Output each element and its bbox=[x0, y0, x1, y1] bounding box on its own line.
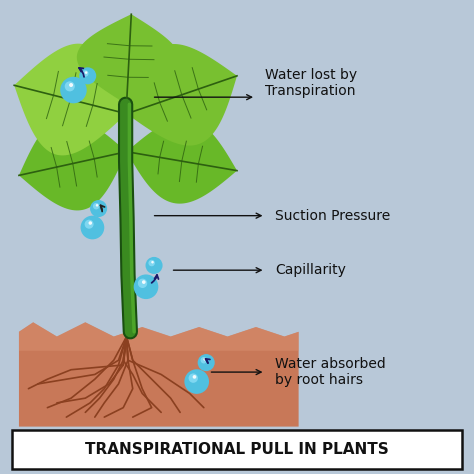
Circle shape bbox=[203, 358, 206, 361]
Circle shape bbox=[84, 220, 93, 229]
Circle shape bbox=[82, 70, 89, 77]
Polygon shape bbox=[14, 44, 127, 155]
Circle shape bbox=[134, 274, 158, 299]
Text: Water lost by
Transpiration: Water lost by Transpiration bbox=[265, 68, 357, 98]
Text: Capillarity: Capillarity bbox=[275, 263, 346, 277]
Circle shape bbox=[201, 357, 207, 364]
Polygon shape bbox=[127, 118, 237, 204]
Circle shape bbox=[81, 216, 104, 239]
Circle shape bbox=[93, 203, 100, 210]
Circle shape bbox=[184, 369, 209, 394]
Circle shape bbox=[89, 221, 92, 225]
Polygon shape bbox=[77, 14, 181, 104]
Circle shape bbox=[192, 375, 196, 379]
Circle shape bbox=[151, 261, 154, 264]
FancyBboxPatch shape bbox=[12, 430, 462, 469]
Text: Water absorbed
by root hairs: Water absorbed by root hairs bbox=[275, 357, 386, 387]
Circle shape bbox=[189, 374, 198, 383]
Polygon shape bbox=[127, 44, 237, 146]
Circle shape bbox=[146, 257, 163, 274]
Circle shape bbox=[60, 77, 87, 103]
Circle shape bbox=[148, 260, 155, 266]
Polygon shape bbox=[19, 322, 299, 427]
Circle shape bbox=[79, 67, 96, 84]
Circle shape bbox=[90, 200, 107, 217]
Circle shape bbox=[69, 83, 73, 87]
Circle shape bbox=[138, 279, 147, 288]
Circle shape bbox=[85, 71, 87, 74]
Circle shape bbox=[198, 354, 215, 371]
Text: TRANSPIRATIONAL PULL IN PLANTS: TRANSPIRATIONAL PULL IN PLANTS bbox=[85, 442, 389, 457]
Circle shape bbox=[96, 204, 98, 207]
Text: Suction Pressure: Suction Pressure bbox=[275, 209, 390, 223]
Circle shape bbox=[65, 82, 75, 91]
Polygon shape bbox=[19, 117, 127, 210]
Polygon shape bbox=[19, 322, 299, 351]
Circle shape bbox=[142, 280, 146, 284]
